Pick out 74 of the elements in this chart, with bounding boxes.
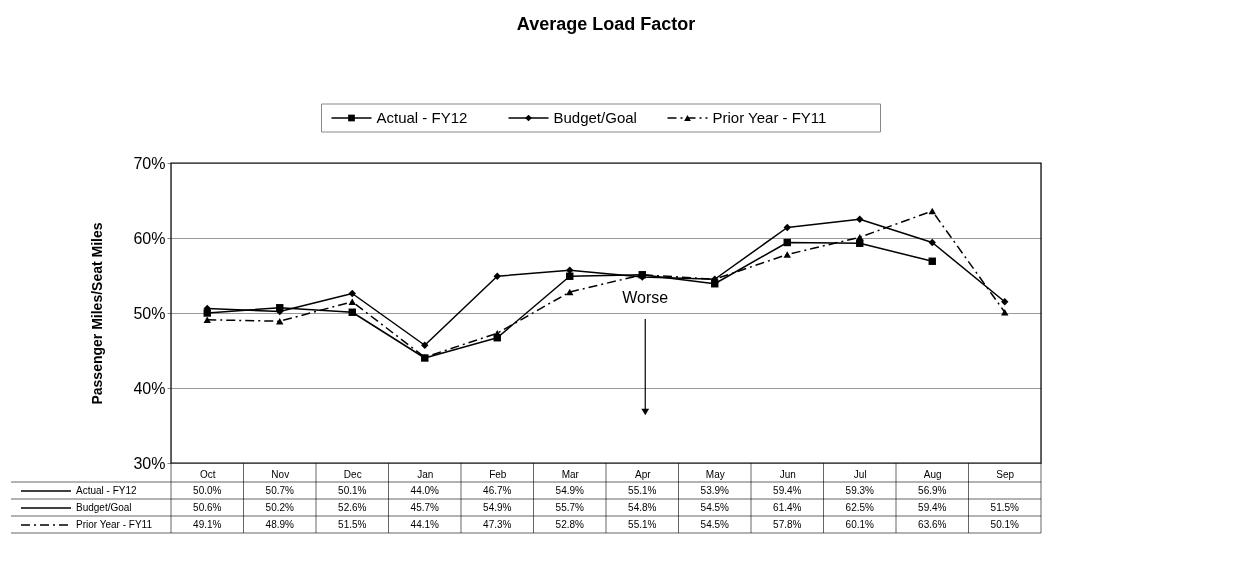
y-tick-label: 70% <box>133 154 166 172</box>
y-axis-title: Passenger Miles/Seat Miles <box>89 222 106 405</box>
data-label: 59.4% <box>773 485 802 496</box>
x-tick-label: Jun <box>779 468 796 480</box>
data-label: 51.5% <box>338 519 367 530</box>
point <box>783 251 791 258</box>
data-label: 54.9% <box>555 485 585 496</box>
point <box>1001 298 1009 306</box>
x-tick-label: Mar <box>561 468 580 480</box>
x-tick-label: Feb <box>489 468 507 480</box>
data-label: 45.7% <box>410 502 440 513</box>
x-tick-label: Dec <box>343 468 362 480</box>
data-label: 50.1% <box>338 485 367 496</box>
point <box>928 238 936 247</box>
data-label: 55.1% <box>628 519 657 530</box>
y-tick-label: 30% <box>133 454 166 472</box>
data-label: 50.1% <box>990 519 1020 530</box>
data-label: 50.0% <box>193 485 222 496</box>
data-label: 53.9% <box>700 485 730 496</box>
legend-label: Prior Year - FY11 <box>712 109 827 126</box>
data-label: 50.6% <box>193 502 222 513</box>
data-label: 63.6% <box>918 519 947 530</box>
legend-label: Budget/Goal <box>553 109 637 126</box>
text: Budget/Goal <box>76 502 132 513</box>
text: Prior Year - FY11 <box>76 519 152 530</box>
data-label: 59.4% <box>918 502 947 513</box>
point <box>348 289 356 298</box>
data-label: 52.8% <box>555 519 585 530</box>
x-tick-label: Oct <box>199 468 216 480</box>
data-label: 55.1% <box>628 485 657 496</box>
y-tick-label: 40% <box>133 379 166 397</box>
point <box>566 288 574 296</box>
x-tick-label: Sep <box>996 468 1015 480</box>
x-tick-label: Jul <box>853 468 867 480</box>
data-label: 54.9% <box>483 502 512 513</box>
point <box>348 298 356 305</box>
point <box>566 266 574 274</box>
x-tick-label: Apr <box>634 468 652 480</box>
text: Actual - FY12 <box>76 485 137 496</box>
data-label: 50.7% <box>265 485 295 496</box>
data-label: 56.9% <box>918 485 947 496</box>
data-label: 44.0% <box>410 485 440 496</box>
data-label: 49.1% <box>193 519 222 530</box>
annotation: Worse <box>622 289 669 306</box>
legend-label: Actual - FY12 <box>376 109 468 126</box>
x-tick-label: May <box>705 468 725 480</box>
data-label: 54.8% <box>628 502 657 513</box>
data-label: 59.3% <box>845 485 875 496</box>
data-label: 54.5% <box>700 519 730 530</box>
x-tick-label: Aug <box>923 468 942 480</box>
data-label: 61.4% <box>773 502 802 513</box>
data-label: 54.5% <box>700 502 730 513</box>
data-label: 57.8% <box>773 519 802 530</box>
x-tick-label: Jan <box>417 468 434 480</box>
data-label: 62.5% <box>845 502 875 513</box>
data-label: 52.6% <box>338 502 367 513</box>
point <box>856 215 864 223</box>
data-label: 50.2% <box>265 502 295 513</box>
x-tick-label: Nov <box>271 468 290 480</box>
chart-title: Average Load Factor <box>516 13 696 34</box>
point <box>421 341 429 349</box>
y-tick-label: 60% <box>133 229 166 247</box>
data-label: 46.7% <box>483 485 512 496</box>
point <box>203 316 211 323</box>
data-label: 55.7% <box>555 502 585 513</box>
point <box>493 272 501 280</box>
point <box>928 207 936 215</box>
data-label: 48.9% <box>265 519 295 530</box>
y-tick-label: 50% <box>133 304 166 322</box>
data-label: 60.1% <box>845 519 875 530</box>
point <box>783 223 791 232</box>
data-label: 47.3% <box>483 519 512 530</box>
data-label: 44.1% <box>410 519 440 530</box>
data-label: 51.5% <box>990 502 1020 513</box>
